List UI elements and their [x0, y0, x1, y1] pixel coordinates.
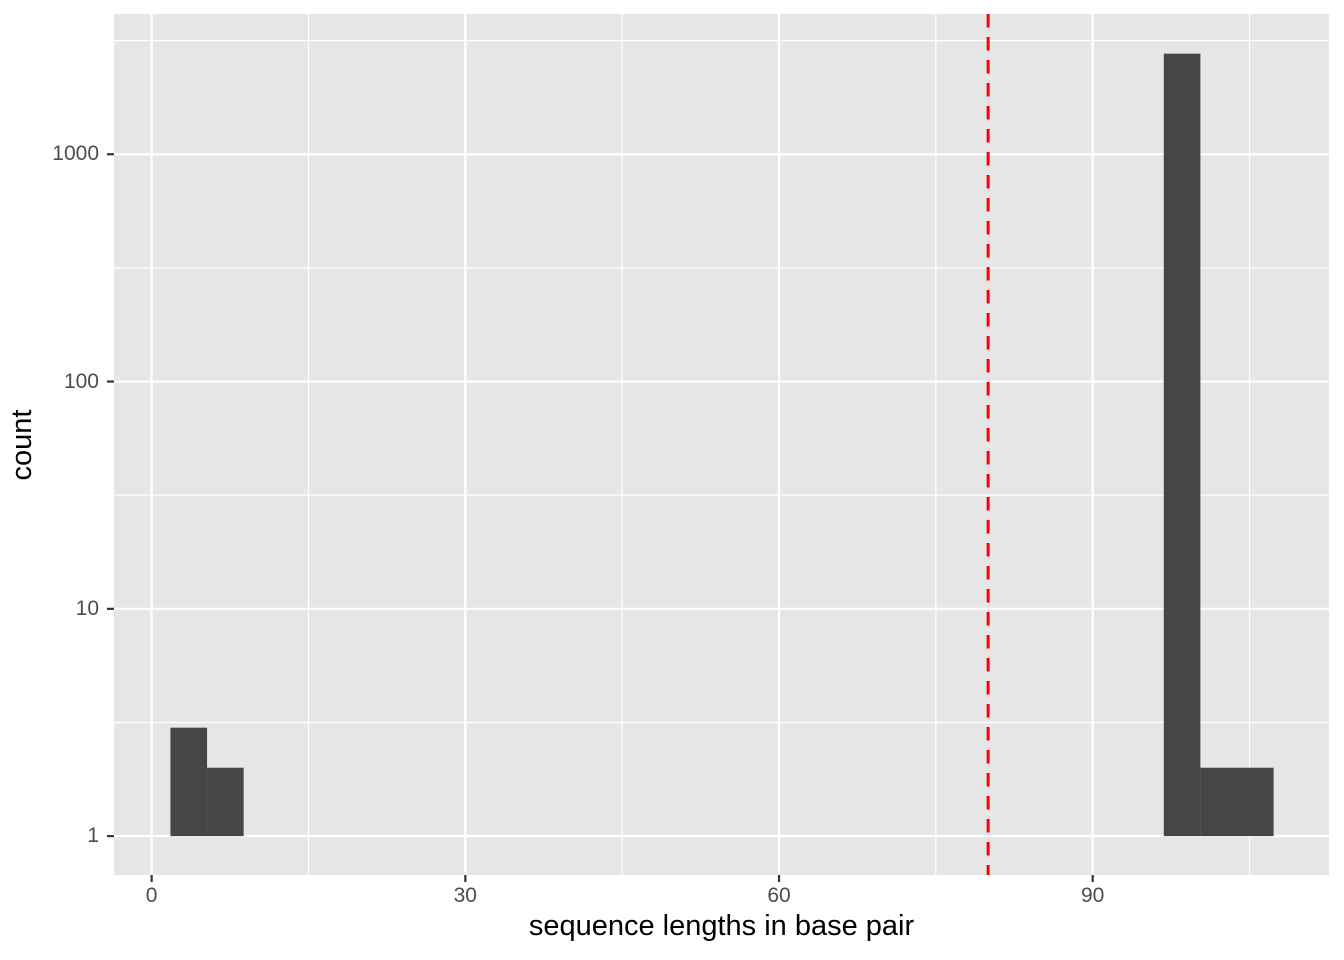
y-tick-label: 10 — [75, 596, 99, 620]
x-tick-label: 60 — [767, 884, 791, 907]
y-tick-label: 1 — [87, 824, 99, 848]
x-axis-title: sequence lengths in base pair — [528, 910, 915, 942]
x-tick-label: 0 — [145, 884, 158, 907]
histogram-bar — [207, 767, 244, 837]
y-tick-label: 100 — [63, 369, 99, 393]
histogram-bar — [1163, 53, 1201, 837]
x-tick-label: 90 — [1081, 884, 1105, 907]
x-tick-label: 30 — [453, 884, 477, 907]
histogram-bar — [170, 727, 208, 837]
y-tick-label: 1000 — [52, 142, 99, 166]
histogram-bar — [1200, 767, 1274, 837]
plot-panel — [114, 14, 1329, 875]
